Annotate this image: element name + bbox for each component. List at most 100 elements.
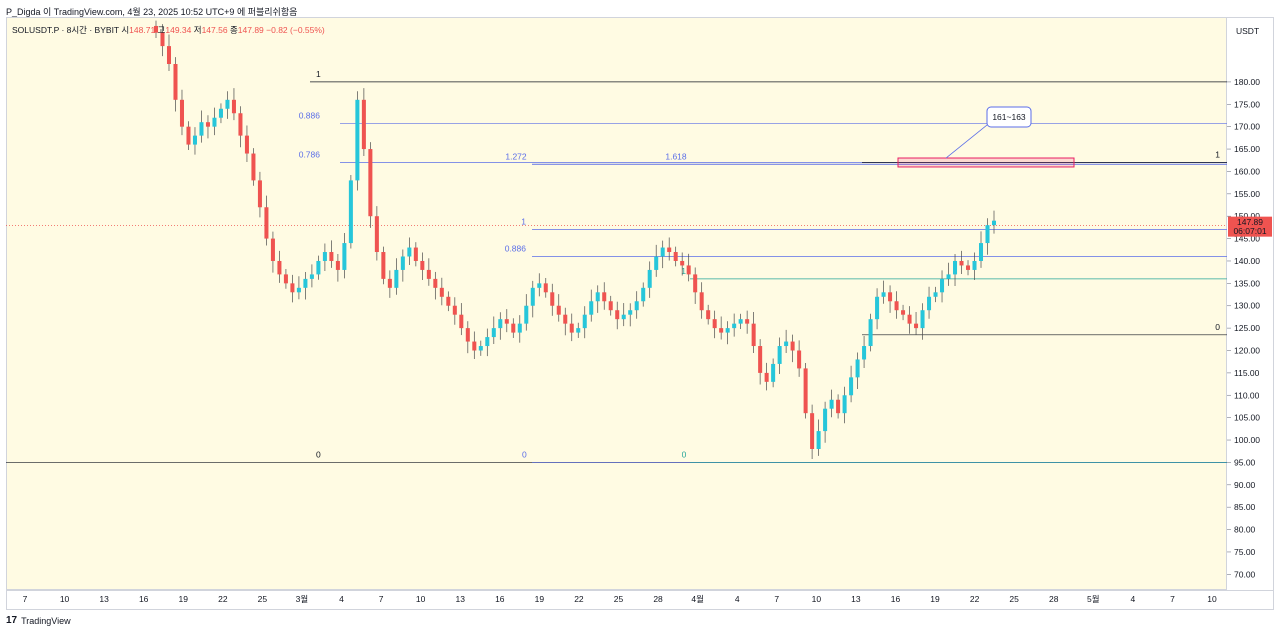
candle-body[interactable] [751, 323, 756, 347]
candle-body[interactable] [816, 431, 821, 449]
candle-body[interactable] [991, 220, 997, 226]
candle-body[interactable] [790, 341, 795, 351]
candle-body[interactable] [504, 319, 509, 324]
candle-body[interactable] [959, 260, 964, 266]
candle-body[interactable] [439, 287, 444, 297]
candle-body[interactable] [205, 122, 210, 127]
candle-body[interactable] [738, 319, 743, 324]
candle-body[interactable] [589, 301, 594, 315]
candle-body[interactable] [569, 323, 574, 333]
callout-box[interactable] [986, 106, 1032, 128]
candle-body[interactable] [842, 395, 847, 414]
candle-body[interactable] [153, 25, 159, 33]
candle-body[interactable] [836, 399, 841, 414]
candle-body[interactable] [706, 310, 711, 320]
candle-body[interactable] [829, 399, 834, 409]
candle-body[interactable] [725, 328, 730, 333]
candle-body[interactable] [426, 269, 431, 279]
candle-body[interactable] [342, 243, 347, 270]
candle-body[interactable] [511, 323, 516, 333]
candle-body[interactable] [855, 359, 860, 378]
candle-body[interactable] [400, 256, 405, 270]
candle-body[interactable] [296, 287, 301, 293]
candle-body[interactable] [978, 243, 984, 261]
candle-body[interactable] [933, 292, 938, 297]
price-axis[interactable] [1227, 17, 1274, 590]
candle-body[interactable] [862, 346, 867, 360]
candle-body[interactable] [602, 292, 607, 302]
candle-body[interactable] [615, 310, 620, 320]
candle-body[interactable] [680, 260, 685, 266]
time-axis[interactable] [6, 590, 1274, 610]
candle-body[interactable] [290, 283, 295, 293]
candle-body[interactable] [530, 287, 535, 306]
candle-body[interactable] [686, 265, 691, 275]
candle-body[interactable] [277, 260, 282, 275]
candle-body[interactable] [634, 301, 639, 311]
candle-body[interactable] [745, 319, 750, 324]
candle-body[interactable] [972, 260, 977, 270]
candle-body[interactable] [894, 301, 899, 311]
candle-body[interactable] [784, 341, 789, 347]
candle-body[interactable] [478, 346, 483, 351]
legend-symbol[interactable]: SOLUSDT.P · 8시간 · BYBIT [12, 25, 119, 35]
candle-body[interactable] [543, 283, 548, 293]
candle-body[interactable] [420, 260, 425, 270]
candle-body[interactable] [225, 99, 230, 109]
candle-body[interactable] [218, 108, 223, 118]
candle-body[interactable] [270, 238, 275, 261]
candle-body[interactable] [582, 314, 587, 329]
candle-body[interactable] [732, 323, 737, 329]
candle-body[interactable] [576, 328, 581, 333]
candle-body[interactable] [660, 247, 665, 257]
candle-body[interactable] [667, 247, 672, 253]
candle-body[interactable] [316, 260, 321, 275]
candle-body[interactable] [186, 126, 191, 145]
candle-body[interactable] [946, 274, 951, 279]
candle-body[interactable] [329, 252, 334, 261]
candle-body[interactable] [251, 153, 256, 181]
candle-body[interactable] [777, 346, 782, 364]
candle-body[interactable] [433, 278, 438, 288]
candle-body[interactable] [875, 296, 880, 320]
candle-body[interactable] [563, 314, 568, 324]
candle-body[interactable] [374, 216, 379, 253]
candle-body[interactable] [166, 46, 172, 65]
candle-body[interactable] [361, 99, 366, 150]
candle-body[interactable] [485, 337, 490, 347]
candle-body[interactable] [355, 99, 360, 181]
candle-body[interactable] [309, 274, 314, 279]
candle-body[interactable] [381, 252, 386, 279]
candle-body[interactable] [173, 64, 178, 100]
candle-body[interactable] [868, 319, 873, 347]
candle-body[interactable] [472, 341, 477, 351]
candle-body[interactable] [621, 314, 626, 320]
candle-body[interactable] [368, 149, 373, 217]
target-zone-box[interactable] [897, 157, 1075, 168]
candle-body[interactable] [595, 292, 600, 302]
candle-body[interactable] [641, 287, 646, 302]
candle-body[interactable] [654, 256, 659, 270]
candle-body[interactable] [179, 99, 184, 127]
candle-body[interactable] [459, 314, 464, 329]
candle-body[interactable] [712, 319, 717, 329]
candle-body[interactable] [803, 368, 808, 414]
candle-body[interactable] [849, 377, 854, 396]
candle-body[interactable] [771, 363, 776, 382]
candle-body[interactable] [257, 180, 262, 208]
candle-body[interactable] [823, 408, 828, 432]
candle-body[interactable] [348, 180, 353, 244]
candle-body[interactable] [517, 323, 522, 333]
candle-body[interactable] [212, 117, 217, 127]
candle-body[interactable] [693, 274, 698, 293]
candle-body[interactable] [764, 372, 769, 382]
candle-body[interactable] [628, 310, 633, 315]
candle-body[interactable] [394, 269, 399, 288]
candle-body[interactable] [303, 278, 308, 288]
candle-body[interactable] [160, 32, 165, 47]
candle-body[interactable] [920, 310, 925, 329]
candle-body[interactable] [407, 247, 412, 257]
candle-body[interactable] [283, 274, 288, 284]
candle-body[interactable] [940, 278, 945, 293]
candle-body[interactable] [699, 292, 704, 311]
